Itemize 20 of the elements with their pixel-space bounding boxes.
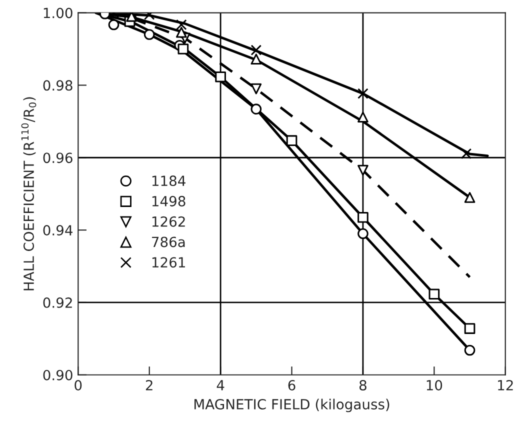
- y-tick-label: 0.96: [43, 152, 72, 164]
- y-axis-title: HALL COEFFICIENT (R$^{110}$/R$_{0}$): [21, 97, 36, 290]
- y-tick-label: 0.92: [43, 297, 72, 308]
- x-tick-label: 12: [498, 380, 513, 390]
- legend-label: 1261: [152, 257, 185, 268]
- legend-label: 1498: [152, 196, 186, 206]
- y-tick-label: 1.00: [44, 8, 72, 18]
- legend-label: 786a: [152, 236, 185, 248]
- y-tick-label: 0.90: [43, 370, 72, 380]
- x-tick-label: 4: [216, 380, 224, 390]
- x-tick-label: 0: [74, 380, 82, 390]
- x-tick-label: 2: [146, 380, 152, 390]
- x-tick-label: 8: [359, 380, 366, 390]
- y-tick-label: 0.94: [43, 225, 73, 236]
- x-axis-title: MAGNETIC FIELD (kilogauss): [194, 398, 390, 412]
- y-tick-label: 0.98: [43, 80, 72, 91]
- legend-label: 1184: [152, 176, 186, 186]
- legend-label: 1262: [152, 216, 185, 227]
- x-tick-label: 6: [288, 380, 296, 390]
- x-tick-label: 10: [426, 380, 442, 390]
